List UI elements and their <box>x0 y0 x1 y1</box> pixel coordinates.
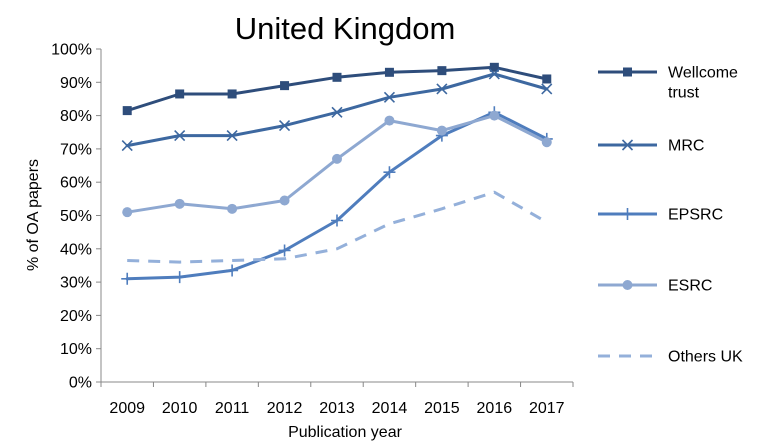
y-tick-label: 90% <box>60 75 92 92</box>
data-point-wellcome-trust <box>384 67 394 77</box>
data-point-esrc <box>227 203 238 214</box>
y-tick-label: 0% <box>69 375 92 392</box>
data-point-mrc <box>436 83 448 95</box>
x-tick-label: 2014 <box>372 400 408 417</box>
x-tick-label: 2012 <box>267 400 303 417</box>
data-point-wellcome-trust <box>437 66 447 76</box>
data-point-esrc <box>541 137 552 148</box>
data-point-mrc <box>121 140 133 152</box>
legend-label-others-uk: Others UK <box>668 349 743 366</box>
y-tick-label: 80% <box>60 108 92 125</box>
data-point-mrc <box>488 68 500 80</box>
data-point-epsrc <box>331 214 343 227</box>
y-tick-label: 30% <box>60 275 92 292</box>
legend-label-mrc: MRC <box>668 138 704 155</box>
x-axis-label: Publication year <box>288 424 403 441</box>
data-point-wellcome-trust <box>542 74 552 84</box>
x-tick-label: 2016 <box>477 400 513 417</box>
series-line-esrc <box>125 114 549 214</box>
data-point-mrc <box>383 91 396 103</box>
data-point-esrc <box>436 125 447 136</box>
data-point-mrc <box>541 83 553 95</box>
x-tick-label: 2009 <box>109 400 145 417</box>
data-point-epsrc <box>383 166 396 179</box>
series-line-others-uk <box>127 190 548 264</box>
x-tick-label: 2015 <box>424 400 460 417</box>
data-point-mrc <box>226 130 238 142</box>
legend-label-esrc: ESRC <box>668 278 712 295</box>
data-point-epsrc <box>173 271 186 284</box>
legend-label-wellcome-trust: trust <box>668 85 700 102</box>
x-tick-label: 2013 <box>319 400 355 417</box>
series-line-mrc <box>125 72 549 148</box>
data-point-epsrc <box>226 264 239 277</box>
data-point-esrc <box>174 198 185 209</box>
data-point-esrc <box>122 207 133 218</box>
data-point-wellcome-trust <box>227 89 237 99</box>
y-tick-label: 60% <box>60 175 92 192</box>
legend: Wellcome trust MRC EPSRC ESRC Others UK <box>598 65 743 366</box>
data-point-epsrc <box>278 244 291 257</box>
chart-title: United Kingdom <box>235 11 456 46</box>
x-tick-label: 2017 <box>529 400 565 417</box>
y-tick-label: 10% <box>60 341 92 358</box>
data-point-wellcome-trust <box>175 89 185 99</box>
x-tick-label: 2011 <box>215 400 250 417</box>
y-tick-label: 100% <box>51 42 92 59</box>
y-tick-label: 70% <box>60 141 92 158</box>
legend-marker-epsrc <box>621 208 634 220</box>
legend-marker-wellcome-trust <box>623 67 632 77</box>
data-point-esrc <box>489 110 500 121</box>
data-point-wellcome-trust <box>280 81 290 91</box>
legend-label-epsrc: EPSRC <box>668 207 723 224</box>
data-point-esrc <box>279 195 290 206</box>
data-point-esrc <box>332 153 342 164</box>
legend-marker-mrc <box>621 139 634 151</box>
x-tick-label: 2010 <box>162 400 198 417</box>
data-point-wellcome-trust <box>489 62 499 72</box>
y-tick-label: 20% <box>60 308 92 325</box>
legend-marker-esrc <box>622 280 633 290</box>
data-point-wellcome-trust <box>332 72 342 82</box>
y-tick-label: 50% <box>60 208 92 225</box>
y-tick-label: 40% <box>60 241 92 258</box>
data-point-mrc <box>278 120 291 132</box>
data-point-epsrc <box>121 272 134 285</box>
data-point-esrc <box>384 115 395 126</box>
y-axis-label: % of OA papers <box>25 159 42 271</box>
data-point-mrc <box>174 130 186 142</box>
plot-area: 0% 10% 20% 30% 40% 50% 60% 70% 80% 90% 100% 2009 201… <box>51 42 574 417</box>
data-point-mrc <box>331 106 343 118</box>
data-point-wellcome-trust <box>122 106 132 116</box>
legend-label-wellcome-trust: Wellcome <box>668 65 738 82</box>
